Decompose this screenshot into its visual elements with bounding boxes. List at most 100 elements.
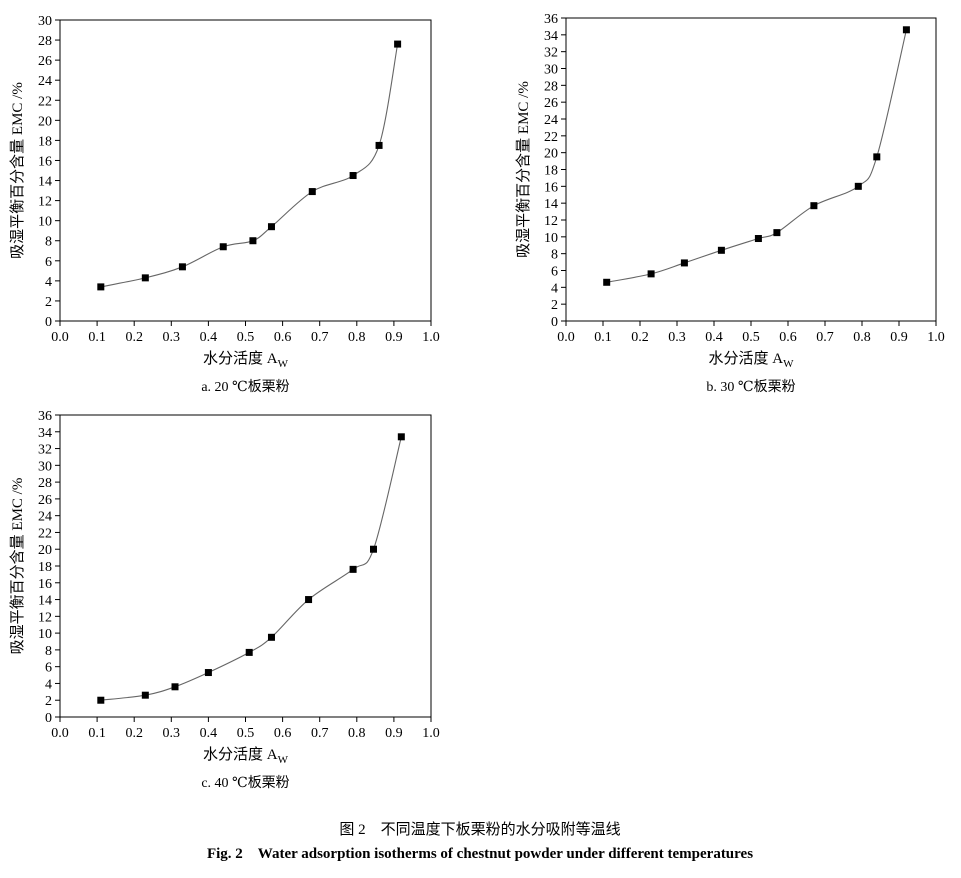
chart-c-series-curve [100,436,402,701]
chart-b-data-point [717,246,725,254]
chart-c-y-tick-label: 2 [45,694,52,709]
chart-c-y-tick-label: 6 [45,661,52,676]
chart-a-data-point [178,263,186,271]
chart-c-x-tick-label: 0.5 [237,726,255,741]
chart-b-y-tick-label: 32 [544,46,558,61]
chart-c-y-tick-label: 36 [38,409,52,424]
chart-b-y-tick-label: 14 [544,197,558,212]
chart-a-data-point [219,243,227,251]
chart-a-x-tick-label: 0.3 [163,330,181,345]
chart-b-plot-frame [565,17,937,322]
chart-b-x-tick-label: 0.4 [705,330,723,345]
chart-c-y-axis-label: 吸湿平衡百分含量 EMC /% [9,478,26,655]
chart-c-y-tick-label: 18 [38,560,52,575]
chart-a-x-tick-label: 0.8 [348,330,366,345]
chart-c-y-tick-label: 14 [38,594,52,609]
chart-b-x-tick-label: 0.1 [594,330,612,345]
chart-a-y-tick-label: 26 [38,54,52,69]
chart-b-y-tick-label: 8 [551,248,558,263]
chart-b-y-tick-label: 26 [544,96,558,111]
chart-b-y-tick-label: 28 [544,79,558,94]
chart-c-y-tick-label: 24 [38,510,52,525]
chart-a-y-tick-label: 6 [45,255,52,270]
chart-b-y-tick-label: 0 [551,315,558,330]
chart-a-y-tick-label: 24 [38,74,52,89]
chart-b-x-tick-label: 0.2 [631,330,649,345]
chart-a-x-tick-label: 0.0 [51,330,69,345]
chart-a-data-point [249,237,257,245]
chart-c-y-tick-label: 34 [38,426,52,441]
chart-b-y-axis-label: 吸湿平衡百分含量 EMC /% [515,81,532,258]
chart-a-x-tick-label: 0.7 [311,330,329,345]
chart-a-y-tick-label: 18 [38,134,52,149]
chart-c-y-tick-label: 0 [45,711,52,726]
chart-a-y-tick-label: 12 [38,195,52,210]
chart-c-data-point [305,596,313,604]
chart-b-y-tick-label: 18 [544,164,558,179]
chart-b-x-tick-label: 0.7 [816,330,834,345]
chart-a-x-tick-label: 1.0 [422,330,440,345]
chart-c-subtitle: c. 40 ℃板栗粉 [201,775,289,791]
chart-b-data-point [902,26,910,34]
chart-b-y-tick-label: 34 [544,29,558,44]
chart-a-y-tick-label: 28 [38,34,52,49]
chart-c-y-tick-label: 30 [38,459,52,474]
chart-a-data-point [375,141,383,149]
chart-a-y-tick-label: 14 [38,175,52,190]
chart-a-data-point [394,40,402,48]
chart-c-y-tick-label: 8 [45,644,52,659]
chart-a-data-point [308,188,316,196]
chart-c-x-tick-label: 0.4 [200,726,218,741]
chart-a-data-point [349,172,357,180]
chart-c-y-tick-label: 20 [38,543,52,558]
chart-a-y-tick-label: 10 [38,215,52,230]
chart-c-data-point [204,669,212,677]
chart-a-y-tick-label: 2 [45,295,52,310]
chart-a-x-tick-label: 0.4 [200,330,218,345]
chart-a-y-tick-label: 20 [38,114,52,129]
chart-b-data-point [680,259,688,267]
chart-b-y-tick-label: 12 [544,214,558,229]
chart-a-x-tick-label: 0.1 [88,330,106,345]
chart-c-y-tick-label: 26 [38,493,52,508]
chart-c-x-tick-label: 0.7 [311,726,329,741]
chart-c-data-point [245,648,253,656]
chart-a-subtitle: a. 20 ℃板栗粉 [201,379,289,395]
chart-b-y-tick-label: 10 [544,231,558,246]
chart-c-y-tick-label: 22 [38,526,52,541]
chart-b-x-tick-label: 0.8 [853,330,871,345]
chart-b-data-point [754,235,762,243]
chart-b-y-tick-label: 36 [544,12,558,27]
chart-a-x-tick-label: 0.9 [385,330,403,345]
chart-a-series-curve [100,43,399,288]
chart-a-plot-frame [59,19,432,322]
chart-c-data-point [267,633,275,641]
chart-a-y-tick-label: 8 [45,235,52,250]
chart-a-x-tick-label: 0.6 [274,330,292,345]
chart-a-data-point [97,283,105,291]
chart-b-y-tick-label: 20 [544,147,558,162]
chart-b-y-tick-label: 2 [551,298,558,313]
chart-c-data-point [141,691,149,699]
chart-b-x-tick-label: 0.9 [890,330,908,345]
chart-c-plot-frame [59,414,432,718]
chart-c-y-tick-label: 32 [38,443,52,458]
chart-panel-c: 0.0 0.1 0.2 0.3 0.4 0.5 0.6 0.7 0.8 0.9 1.00246810… [9,409,440,791]
chart-c-x-tick-label: 0.1 [88,726,106,741]
chart-b-subtitle: b. 30 ℃板栗粉 [706,379,795,395]
chart-c-x-tick-label: 0.2 [125,726,143,741]
chart-a-x-axis-label-text: 水分活度 A [203,350,278,367]
chart-c-data-point [171,683,179,691]
chart-b-x-tick-label: 0.0 [557,330,575,345]
chart-b-y-tick-label: 16 [544,180,558,195]
chart-c-x-axis-label: 水分活度 AW [203,746,289,766]
chart-b-x-tick-label: 0.6 [779,330,797,345]
chart-c-x-tick-label: 0.0 [51,726,69,741]
chart-a-data-point [141,274,149,282]
chart-c-data-point [349,565,357,573]
figure-caption-cn: 图 2 不同温度下板栗粉的水分吸附等温线 [339,820,620,838]
chart-a-y-axis-label: 吸湿平衡百分含量 EMC /% [9,82,26,259]
chart-a-y-tick-label: 30 [38,14,52,29]
chart-c-y-tick-label: 10 [38,627,52,642]
